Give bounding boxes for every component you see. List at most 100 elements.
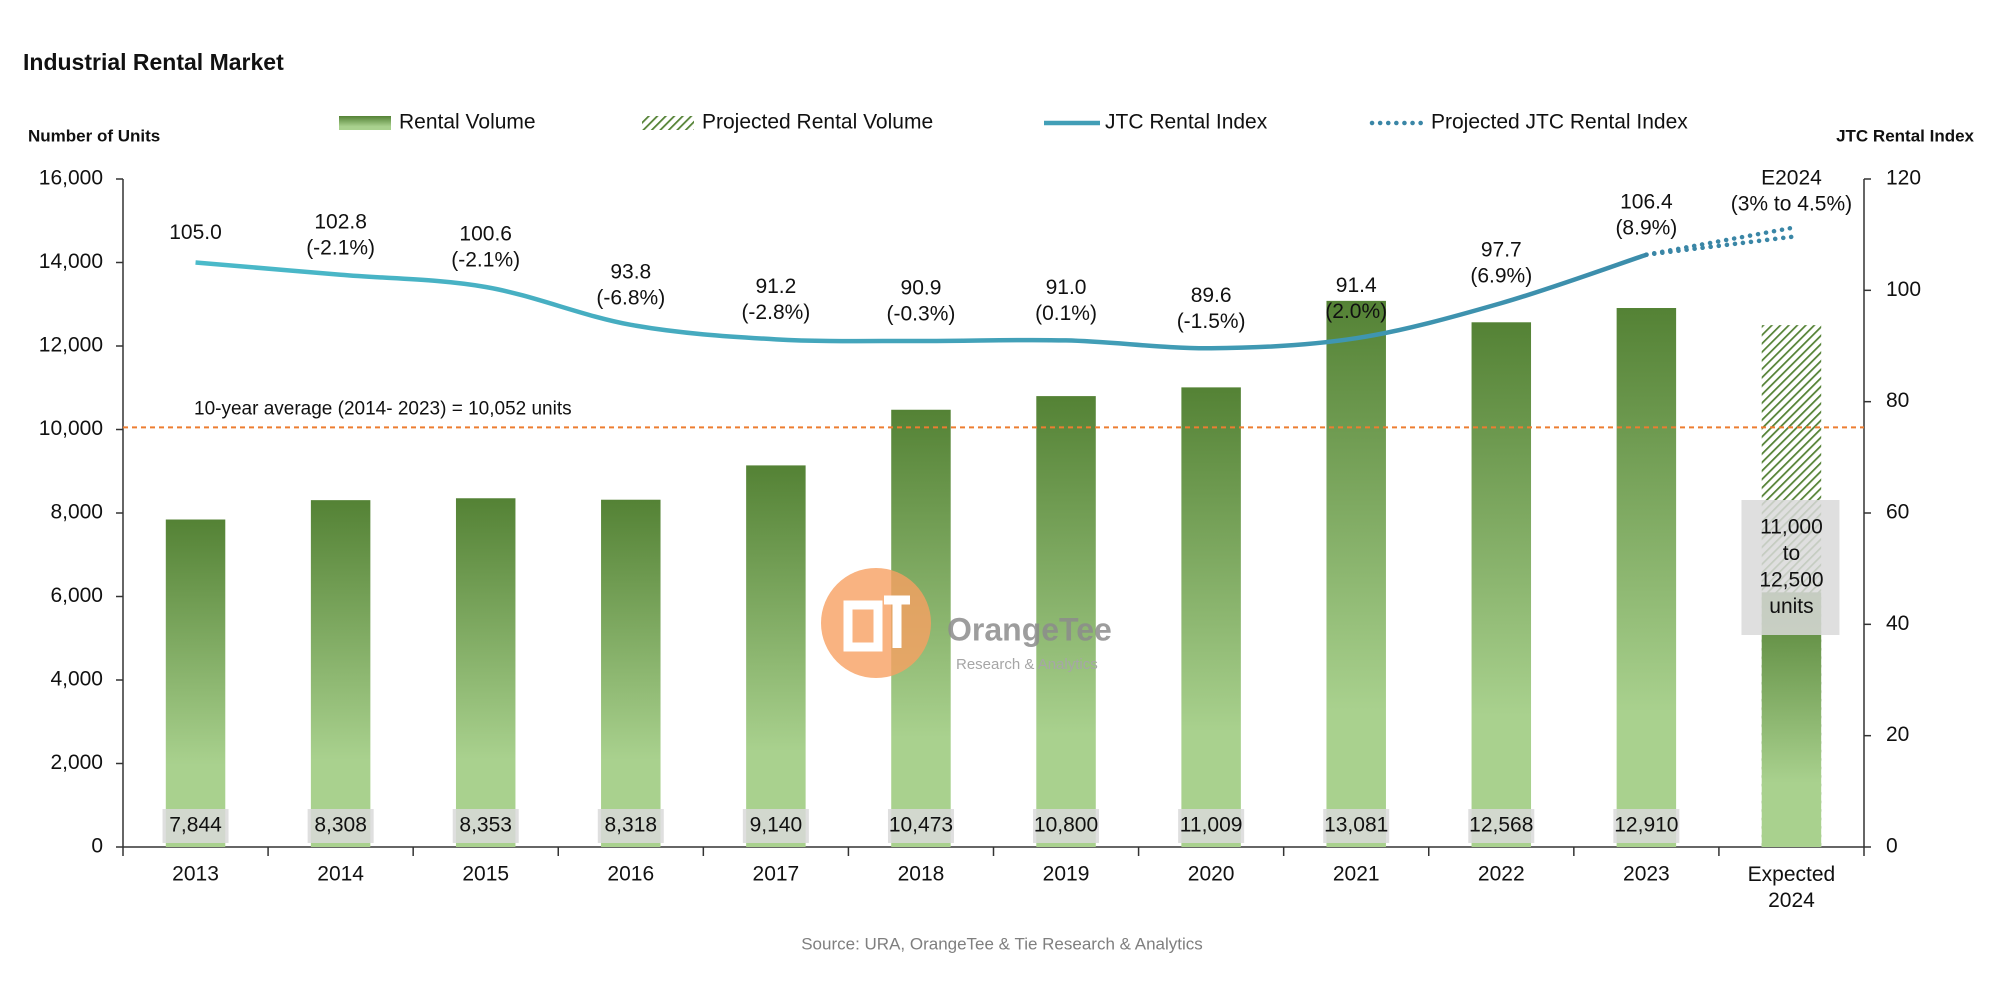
index-change-label: (-6.8%)	[596, 286, 665, 309]
index-change-label: (6.9%)	[1470, 265, 1532, 288]
value-label-box	[1468, 809, 1535, 843]
y-tick-label: 10,000	[39, 417, 103, 440]
index-value-label: 93.8	[610, 260, 651, 283]
x-tick-label: 2017	[753, 863, 800, 886]
legend-swatch	[642, 116, 694, 130]
y-tick-label: 0	[91, 835, 103, 858]
bar-value-label: 9,140	[750, 814, 803, 837]
x-tick-label: 2019	[1043, 863, 1090, 886]
value-label-box	[1323, 809, 1390, 843]
index-change-label: (-2.1%)	[451, 249, 520, 272]
legend-swatch	[339, 116, 391, 130]
y-tick-label: 2,000	[50, 751, 103, 774]
y-axis-label: Number of Units	[28, 126, 160, 145]
bar-value-label: 11,009	[1180, 814, 1243, 837]
value-label-box	[307, 809, 374, 843]
value-label-box	[1178, 809, 1245, 843]
bar	[1471, 322, 1532, 847]
index-value-label: 106.4	[1620, 190, 1673, 213]
watermark-glyph	[843, 595, 910, 652]
y-tick-label: 6,000	[50, 584, 103, 607]
legend-label: Projected JTC Rental Index	[1431, 111, 1688, 134]
bar	[310, 500, 371, 847]
projection-label: (3% to 4.5%)	[1731, 193, 1852, 216]
index-value-label: 102.8	[314, 210, 367, 233]
watermark-text: OrangeTee	[947, 611, 1112, 647]
bar	[1616, 308, 1677, 847]
x-tick-label: 2018	[898, 863, 945, 886]
bar-value-label: 7,844	[169, 814, 222, 837]
index-value-label: 100.6	[459, 223, 512, 246]
projection-annotation: 11,000	[1760, 516, 1823, 539]
bar	[1181, 387, 1241, 847]
bar-value-label: 12,568	[1469, 814, 1533, 837]
value-label-box	[742, 809, 809, 843]
y2-tick-label: 0	[1886, 835, 1898, 858]
y2-axis-label: JTC Rental Index	[1836, 126, 1974, 145]
legend-label: JTC Rental Index	[1105, 111, 1268, 134]
bar	[165, 519, 226, 847]
x-tick-label: 2014	[317, 863, 364, 886]
bar	[455, 498, 516, 847]
chart-title: Industrial Rental Market	[23, 49, 284, 75]
index-change-label: (8.9%)	[1615, 216, 1677, 239]
bar	[1036, 396, 1096, 847]
x-tick-label: 2022	[1478, 863, 1525, 886]
value-label-box	[597, 809, 664, 843]
bar-value-label: 10,473	[889, 814, 953, 837]
index-value-label: 97.7	[1481, 239, 1522, 262]
bar	[1326, 300, 1386, 847]
y2-tick-label: 100	[1886, 278, 1921, 301]
index-change-label: (-0.3%)	[887, 303, 956, 326]
index-change-label: (-2.8%)	[741, 301, 810, 324]
index-change-label: (0.1%)	[1035, 302, 1097, 325]
index-value-label: 91.2	[755, 275, 796, 298]
watermark-subtext: Research & Analytics	[956, 656, 1098, 673]
reference-label: 10-year average (2014- 2023) = 10,052 un…	[194, 398, 572, 419]
bar-value-label: 10,800	[1034, 814, 1098, 837]
bar-value-label: 12,910	[1614, 814, 1678, 837]
legend-label: Rental Volume	[399, 111, 536, 134]
y2-tick-label: 80	[1886, 389, 1909, 412]
value-label-box	[162, 809, 229, 843]
index-value-label: 91.4	[1336, 274, 1377, 297]
projection-annotation: to	[1783, 542, 1801, 565]
index-line	[195, 252, 1648, 351]
x-tick-label: 2015	[462, 863, 509, 886]
source: Source: URA, OrangeTee & Tie Research & …	[801, 934, 1203, 953]
index-value-label: 90.9	[901, 277, 942, 300]
y-tick-label: 16,000	[39, 167, 103, 190]
value-label-box	[452, 809, 519, 843]
bar-value-label: 13,081	[1324, 814, 1388, 837]
projection-annotation: 12,500	[1759, 569, 1823, 592]
annotation-box	[1741, 500, 1840, 635]
index-change-label: (-2.1%)	[306, 236, 375, 259]
y2-tick-label: 120	[1886, 167, 1921, 190]
y2-tick-label: 40	[1886, 612, 1909, 635]
value-label-box	[887, 809, 954, 843]
bar	[746, 465, 806, 847]
index-value-label: 105.0	[169, 221, 222, 244]
projection-annotation: units	[1769, 595, 1813, 618]
y2-tick-label: 60	[1886, 501, 1909, 524]
bar	[601, 499, 661, 847]
legend-label: Projected Rental Volume	[702, 111, 933, 134]
y2-tick-label: 20	[1886, 723, 1909, 746]
x-tick-label: Expected 2024	[1748, 863, 1836, 912]
y-tick-label: 12,000	[39, 334, 103, 357]
value-label-box	[1613, 809, 1680, 843]
index-value-label: 89.6	[1191, 284, 1232, 307]
y-tick-label: 4,000	[50, 668, 103, 691]
x-tick-label: 2021	[1333, 863, 1380, 886]
value-label-box	[1033, 809, 1100, 843]
x-tick-label: 2020	[1188, 863, 1235, 886]
projected-index-line	[1644, 234, 1794, 257]
projected-index-line-high	[1644, 225, 1794, 257]
projection-label: E2024	[1761, 167, 1822, 190]
x-tick-label: 2013	[172, 863, 219, 886]
x-tick-label: 2023	[1623, 863, 1670, 886]
y-tick-label: 14,000	[39, 250, 103, 273]
bar-value-label: 8,308	[314, 814, 367, 837]
bar-value-label: 8,318	[605, 814, 658, 837]
